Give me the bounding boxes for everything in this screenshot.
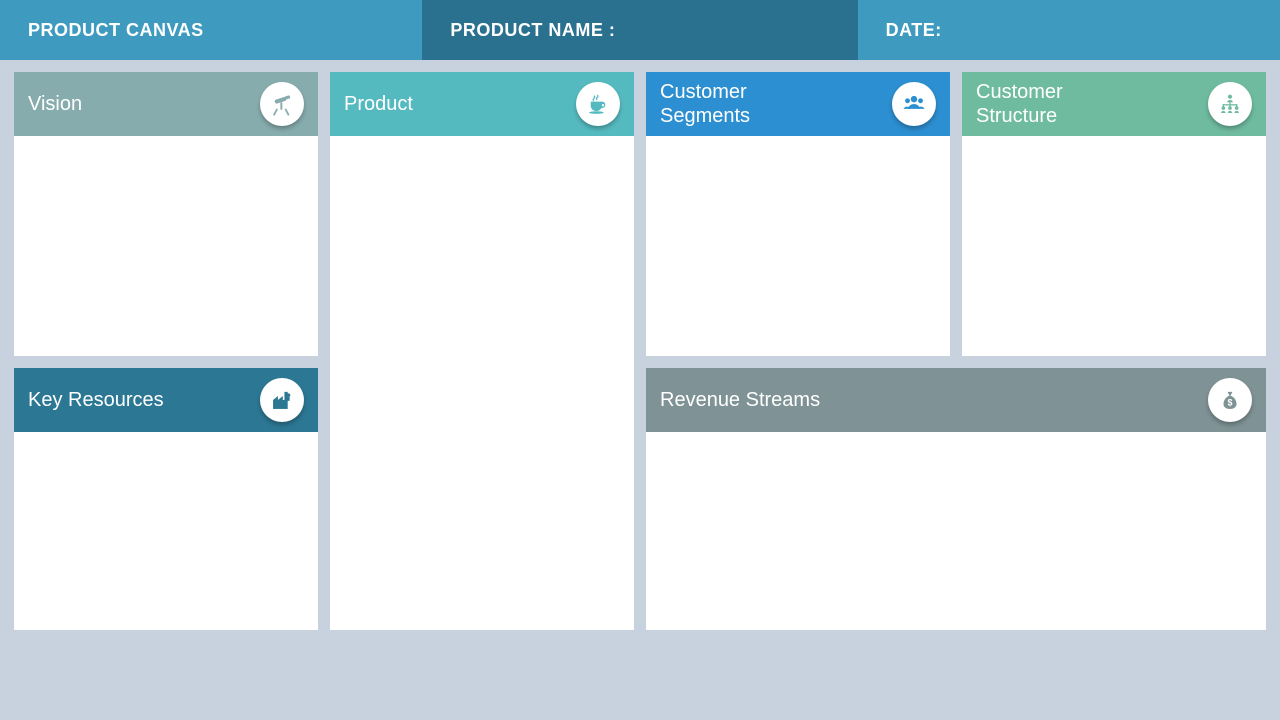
- card-vision-body[interactable]: [14, 136, 318, 356]
- topbar: PRODUCT CANVAS PRODUCT NAME : DATE:: [0, 0, 1280, 60]
- card-key-resources-header: Key Resources: [14, 368, 318, 432]
- card-customer-structure: Customer Structure: [962, 72, 1266, 356]
- cup-icon: [576, 82, 620, 126]
- topbar-seg-productname: PRODUCT NAME :: [422, 0, 857, 60]
- card-revenue-streams-header: Revenue Streams $: [646, 368, 1266, 432]
- factory-icon: [260, 378, 304, 422]
- topbar-seg-canvas: PRODUCT CANVAS: [0, 0, 422, 60]
- card-customer-segments: Customer Segments: [646, 72, 950, 356]
- card-revenue-streams-body[interactable]: [646, 432, 1266, 630]
- telescope-icon: [260, 82, 304, 126]
- moneybag-icon: $: [1208, 378, 1252, 422]
- card-product-title: Product: [344, 92, 413, 116]
- card-key-resources-body[interactable]: [14, 432, 318, 630]
- card-product-body[interactable]: [330, 136, 634, 630]
- card-customer-segments-header: Customer Segments: [646, 72, 950, 136]
- card-product: Product: [330, 72, 634, 630]
- topbar-seg-date: DATE:: [858, 0, 1280, 60]
- card-key-resources-title: Key Resources: [28, 388, 164, 412]
- card-key-resources: Key Resources: [14, 368, 318, 630]
- org-icon: [1208, 82, 1252, 126]
- card-product-header: Product: [330, 72, 634, 136]
- card-customer-structure-header: Customer Structure: [962, 72, 1266, 136]
- canvas-area: Vision Key Resources: [0, 60, 1280, 630]
- card-vision: Vision: [14, 72, 318, 356]
- row-top-right: Customer Segments: [646, 72, 1266, 356]
- people-icon: [892, 82, 936, 126]
- card-customer-structure-body[interactable]: [962, 136, 1266, 356]
- card-vision-title: Vision: [28, 92, 82, 116]
- card-revenue-streams: Revenue Streams $: [646, 368, 1266, 630]
- card-revenue-streams-title: Revenue Streams: [660, 388, 820, 412]
- canvas-row: Vision Key Resources: [14, 72, 1266, 630]
- svg-text:$: $: [1228, 398, 1233, 408]
- card-customer-structure-title: Customer Structure: [976, 80, 1063, 128]
- topbar-label-canvas: PRODUCT CANVAS: [28, 20, 204, 41]
- col-2: Product: [330, 72, 634, 630]
- topbar-label-productname: PRODUCT NAME :: [450, 20, 615, 41]
- card-customer-segments-body[interactable]: [646, 136, 950, 356]
- col-34: Customer Segments: [646, 72, 1266, 630]
- card-vision-header: Vision: [14, 72, 318, 136]
- col-1: Vision Key Resources: [14, 72, 318, 630]
- topbar-label-date: DATE:: [886, 20, 942, 41]
- card-customer-segments-title: Customer Segments: [660, 80, 750, 128]
